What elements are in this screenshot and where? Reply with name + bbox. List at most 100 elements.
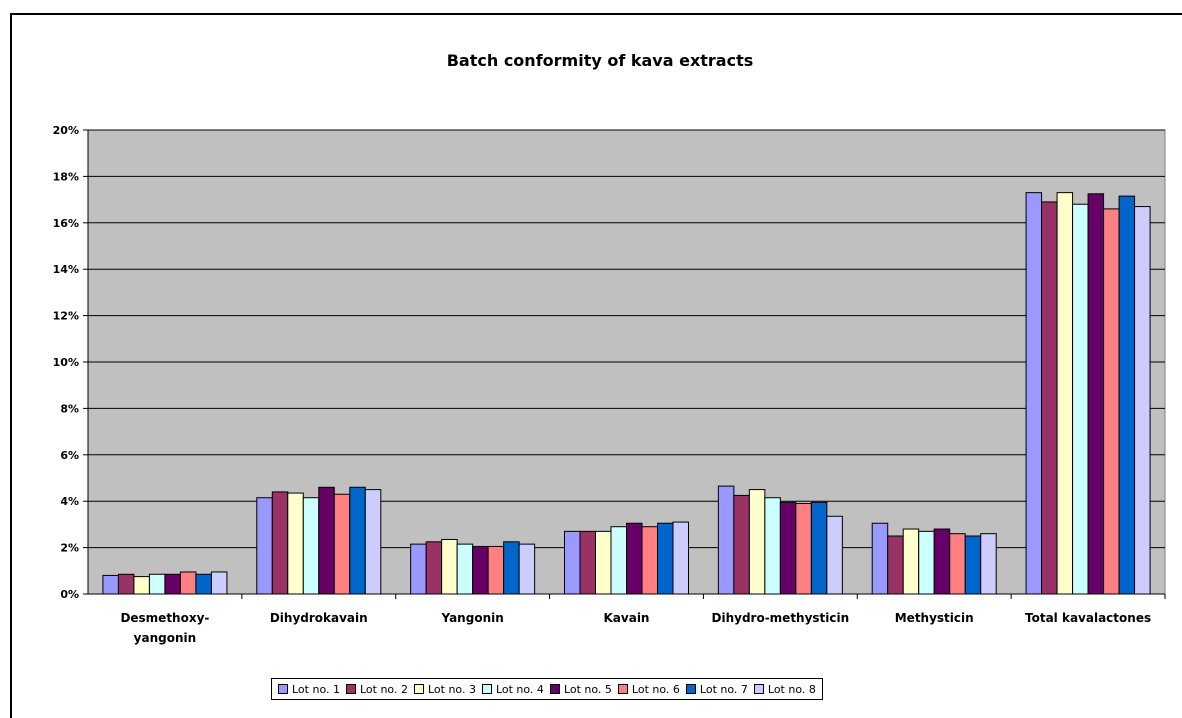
y-tick-label: 12% [53,310,79,323]
bar [102,574,119,595]
y-tick-label: 4% [60,495,79,508]
y-tick-label: 20% [53,124,79,137]
bar [487,545,505,595]
bar [595,530,612,595]
legend-item: Lot no. 1 [278,683,340,696]
bar [641,526,658,595]
legend-label: Lot no. 5 [563,682,612,696]
x-tick-label: yangonin [134,631,197,645]
bar [441,538,458,595]
legend-label: Lot no. 4 [495,682,544,696]
bar [810,501,828,595]
bar [826,515,843,595]
bar [410,543,427,595]
bar [564,530,581,595]
bar [333,493,351,595]
y-tick-label: 14% [53,263,79,276]
bar [456,543,474,595]
bar [672,521,689,595]
bar [949,533,966,595]
bar [980,533,997,595]
bar [287,492,304,595]
bar [1072,203,1089,595]
legend-swatch [481,684,492,694]
bar [1103,208,1120,595]
bar [717,485,735,595]
x-tick-label: Total kavalactones [1025,611,1151,625]
bar [503,541,520,595]
bar [795,503,812,595]
bar [302,497,320,595]
legend-swatch [278,684,288,694]
bar [164,573,181,595]
bar [364,489,382,595]
x-tick-label: Yangonin [441,611,504,625]
bar [472,545,489,595]
x-tick-label: Kavain [604,611,650,625]
legend-label: Lot no. 1 [292,682,340,696]
bar [933,528,951,595]
bar [1087,193,1105,595]
y-tick-label: 18% [53,170,79,183]
bar [425,541,443,595]
bar [148,573,166,595]
legend-swatch [345,684,356,694]
legend-item: Lot no. 5 [549,682,612,696]
bar [902,528,920,595]
legend-item: Lot no. 2 [345,682,408,696]
legend-item: Lot no. 4 [481,682,544,696]
legend-swatch [413,684,424,694]
legend-item: Lot no. 3 [413,682,476,696]
bar [610,526,627,595]
bar [1134,206,1151,595]
legend-label: Lot no. 3 [427,682,476,696]
legend-label: Lot no. 2 [359,682,408,696]
bar [518,543,536,595]
x-tick-label: Methysticin [895,611,974,625]
bar [256,497,273,595]
bar [210,571,228,595]
legend-label: Lot no. 8 [767,682,816,696]
y-tick-label: 2% [60,542,79,555]
bar [918,530,935,595]
bar [1118,195,1136,595]
bar [748,489,766,595]
y-tick-label: 8% [60,402,79,415]
legend-swatch [685,684,696,694]
legend-label: Lot no. 6 [631,682,680,696]
x-tick-label: Dihydrokavain [270,611,368,625]
legend-item: Lot no. 7 [685,682,748,696]
bar [657,522,674,595]
bar [779,501,797,595]
y-tick-label: 0% [60,588,79,601]
bar [117,573,135,595]
bar [349,486,366,595]
y-tick-label: 16% [53,217,79,230]
bar [179,571,197,595]
bar [579,530,596,595]
chart-frame [10,13,1182,718]
chart-title: Batch conformity of kava extracts [447,51,754,70]
bar [871,522,889,595]
y-tick-label: 6% [60,449,79,462]
bar [133,576,150,595]
x-tick-label: Dihydro-methysticin [712,611,850,625]
bar [1056,192,1074,595]
bar [764,497,781,595]
bar [271,491,289,595]
legend-swatch [617,684,628,694]
legend-item: Lot no. 8 [753,682,816,696]
legend-swatch [549,684,560,694]
bar [964,535,982,595]
legend-item: Lot no. 6 [617,682,680,696]
y-tick-label: 10% [53,356,79,369]
bar [733,494,750,595]
bar [1041,201,1058,595]
bar [887,535,904,595]
bar [318,486,335,595]
legend-swatch [753,684,764,694]
bar [626,522,643,595]
legend-label: Lot no. 7 [699,682,748,696]
x-tick-label: Desmethoxy- [120,611,209,625]
